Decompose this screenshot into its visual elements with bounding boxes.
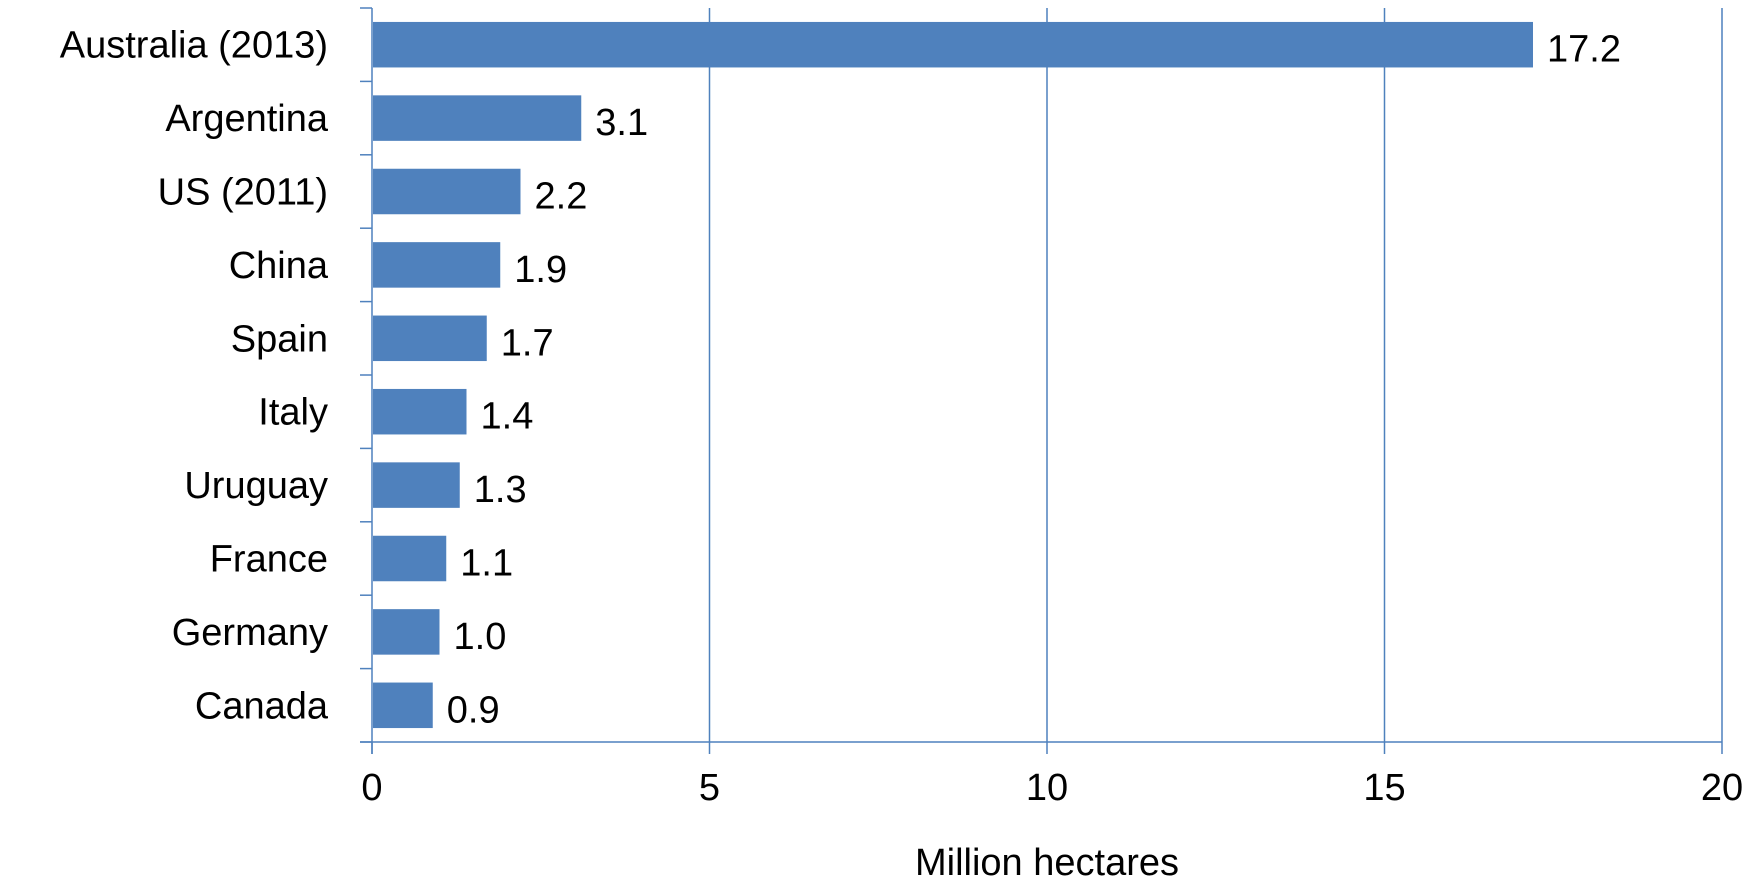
data-label: 1.4	[481, 396, 534, 438]
data-label: 1.0	[454, 616, 507, 658]
bar	[373, 462, 460, 508]
data-label: 3.1	[595, 102, 648, 144]
x-tick-label: 10	[1026, 767, 1068, 809]
labels: Australia (2013) 17.2 Argentina 3.1 US (2011…	[60, 25, 1743, 809]
category-label: Uruguay	[184, 465, 328, 507]
bar	[373, 609, 440, 655]
bar	[373, 535, 447, 582]
category-label: Spain	[231, 318, 328, 360]
category-label: Italy	[258, 392, 328, 434]
data-label: 0.9	[447, 689, 500, 731]
category-label: Germany	[172, 612, 328, 654]
x-tick-label: 15	[1363, 767, 1405, 809]
bars	[373, 21, 1533, 729]
data-label: 1.1	[460, 543, 513, 585]
x-axis-title: Million hectares	[915, 842, 1179, 884]
data-label: 2.2	[535, 176, 588, 218]
category-label: Canada	[195, 685, 329, 727]
data-label: 1.7	[501, 322, 554, 364]
category-label: US (2011)	[158, 172, 328, 214]
data-label: 17.2	[1547, 29, 1621, 71]
bar	[373, 315, 487, 362]
bar	[373, 95, 582, 141]
x-tick-label: 5	[699, 767, 720, 809]
bar	[373, 242, 501, 288]
bar	[373, 21, 1533, 68]
category-label: Australia (2013)	[60, 25, 328, 67]
category-label: Argentina	[165, 98, 329, 140]
gridlines	[708, 8, 1723, 742]
category-label: China	[229, 245, 329, 287]
axes	[360, 7, 1723, 754]
data-label: 1.3	[474, 469, 527, 511]
x-tick-label: 20	[1701, 767, 1743, 809]
bar	[373, 168, 521, 215]
category-label: France	[210, 539, 328, 581]
bar	[373, 682, 433, 729]
bar	[373, 388, 467, 435]
data-label: 1.9	[514, 249, 567, 291]
x-tick-label: 0	[361, 767, 382, 809]
